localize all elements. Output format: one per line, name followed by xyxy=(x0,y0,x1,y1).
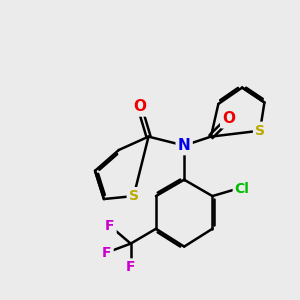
Text: S: S xyxy=(255,124,265,138)
Text: S: S xyxy=(129,189,139,203)
Text: O: O xyxy=(133,99,146,114)
Text: O: O xyxy=(222,111,235,126)
Text: Cl: Cl xyxy=(235,182,250,196)
Text: F: F xyxy=(126,260,135,274)
Text: F: F xyxy=(102,245,112,260)
Text: N: N xyxy=(178,138,190,153)
Text: F: F xyxy=(105,219,115,233)
